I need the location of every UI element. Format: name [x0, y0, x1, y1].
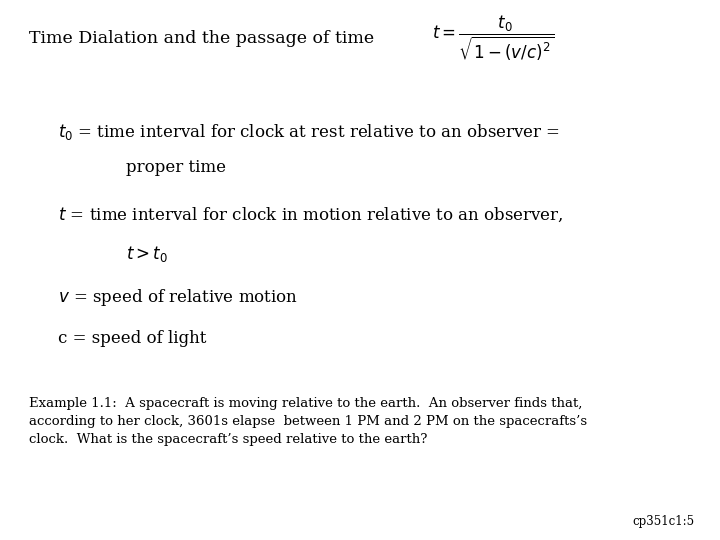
- Text: $v$ = speed of relative motion: $v$ = speed of relative motion: [58, 287, 297, 308]
- Text: $t$ = time interval for clock in motion relative to an observer,: $t$ = time interval for clock in motion …: [58, 205, 563, 224]
- Text: $t > t_0$: $t > t_0$: [126, 244, 168, 264]
- Text: $t_0$ = time interval for clock at rest relative to an observer =: $t_0$ = time interval for clock at rest …: [58, 122, 559, 141]
- Text: $t = \dfrac{t_0}{\sqrt{1-(v/c)^2}}$: $t = \dfrac{t_0}{\sqrt{1-(v/c)^2}}$: [432, 14, 554, 63]
- Text: Time Dialation and the passage of time: Time Dialation and the passage of time: [29, 30, 374, 46]
- Text: proper time: proper time: [126, 159, 226, 176]
- Text: Example 1.1:  A spacecraft is moving relative to the earth.  An observer finds t: Example 1.1: A spacecraft is moving rela…: [29, 397, 587, 446]
- Text: cp351c1:5: cp351c1:5: [633, 515, 695, 528]
- Text: c = speed of light: c = speed of light: [58, 330, 206, 347]
